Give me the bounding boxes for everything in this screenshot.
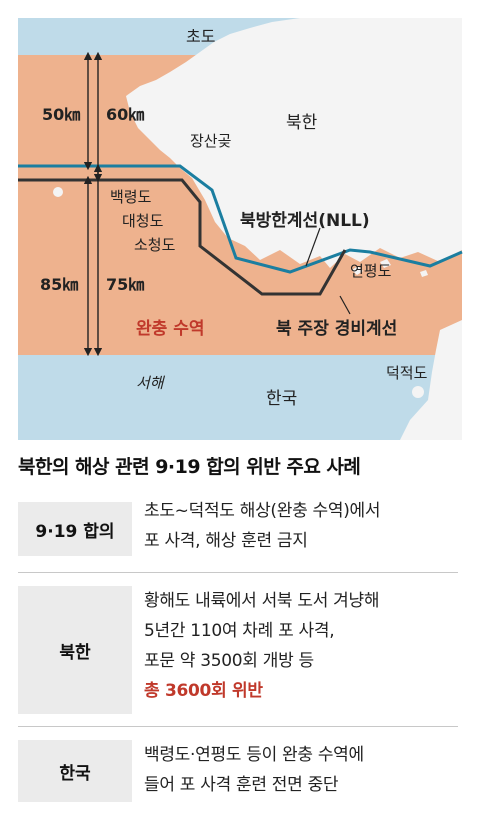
label-nll: 북방한계선(NLL): [240, 211, 370, 231]
label-distance-60: 60㎞: [106, 105, 144, 124]
island-dot: [427, 411, 433, 417]
row-label-south-korea: 한국: [18, 740, 132, 802]
label-yeonpyeongdo: 연평도: [350, 262, 392, 280]
row-line: 포문 약 3500회 개방 등: [144, 651, 314, 671]
nk-claimed-line: [18, 178, 347, 296]
row-line: 초도~덕적도 해상(완충 수역)에서: [144, 501, 381, 521]
row-line: 포 사격, 해상 훈련 금지: [144, 531, 308, 551]
claimed-leader-line: [339, 295, 351, 315]
table-row-agreement: 9·19 합의 초도~덕적도 해상(완충 수역)에서 포 사격, 해상 훈련 금…: [18, 492, 458, 562]
north-korea-land: [126, 18, 462, 268]
row-divider: [18, 572, 458, 573]
label-distance-85: 85㎞: [40, 275, 78, 294]
deokjeokdo-island: [412, 386, 424, 398]
label-south-korea: 한국: [266, 389, 297, 409]
row-line: 백령도·연평도 등이 완충 수역에: [144, 745, 364, 765]
label-jangsangot: 장산곶: [190, 132, 231, 150]
label-socheongdo: 소청도: [134, 236, 176, 254]
label-distance-50: 50㎞: [42, 105, 80, 124]
label-west-sea: 서해: [136, 374, 166, 392]
row-label-north-korea: 북한: [18, 586, 132, 714]
label-daecheongdo: 대청도: [122, 212, 164, 230]
row-line: 황해도 내륙에서 서북 도서 겨냥해: [144, 591, 380, 611]
row-text-north-korea: 황해도 내륙에서 서북 도서 겨냥해 5년간 110여 차례 포 사격, 포문 …: [144, 586, 379, 706]
table-row-south-korea: 한국 백령도·연평도 등이 완충 수역에 들어 포 사격 훈련 전면 중단: [18, 736, 458, 806]
baengnyeongdo-island: [53, 187, 63, 197]
label-distance-75: 75㎞: [106, 275, 144, 294]
label-deokjeokdo: 덕적도: [386, 364, 428, 382]
label-baengnyeongdo: 백령도: [110, 188, 152, 206]
row-line: 들어 포 사격 훈련 전면 중단: [144, 775, 339, 795]
row-line: 5년간 110여 차례 포 사격,: [144, 621, 335, 641]
row-text-south-korea: 백령도·연평도 등이 완충 수역에 들어 포 사격 훈련 전면 중단: [144, 740, 364, 800]
row-divider: [18, 726, 458, 727]
label-buffer-zone: 완충 수역: [136, 319, 204, 339]
label-north-korea: 북한: [286, 113, 318, 133]
nll-line: [18, 164, 463, 274]
island-dot: [437, 399, 443, 405]
map: 초도 북한 장산곶 50㎞ 60㎞ 백령도 대청도 소청도 북방한계선(NLL)…: [18, 18, 463, 440]
violation-total: 총 3600회 위반: [144, 681, 263, 701]
row-label-agreement: 9·19 합의: [18, 502, 132, 556]
label-chodo: 초도: [186, 27, 215, 46]
row-text-agreement: 초도~덕적도 해상(완충 수역)에서 포 사격, 해상 훈련 금지: [144, 496, 381, 556]
south-korea-land: [400, 320, 462, 440]
coast-islands: [246, 220, 428, 277]
label-nk-claimed-line: 북 주장 경비계선: [276, 319, 397, 339]
nll-leader-line: [305, 227, 321, 267]
table-title: 북한의 해상 관련 9·19 합의 위반 주요 사례: [18, 456, 361, 478]
table-row-north-korea: 북한 황해도 내륙에서 서북 도서 겨냥해 5년간 110여 차례 포 사격, …: [18, 582, 458, 718]
